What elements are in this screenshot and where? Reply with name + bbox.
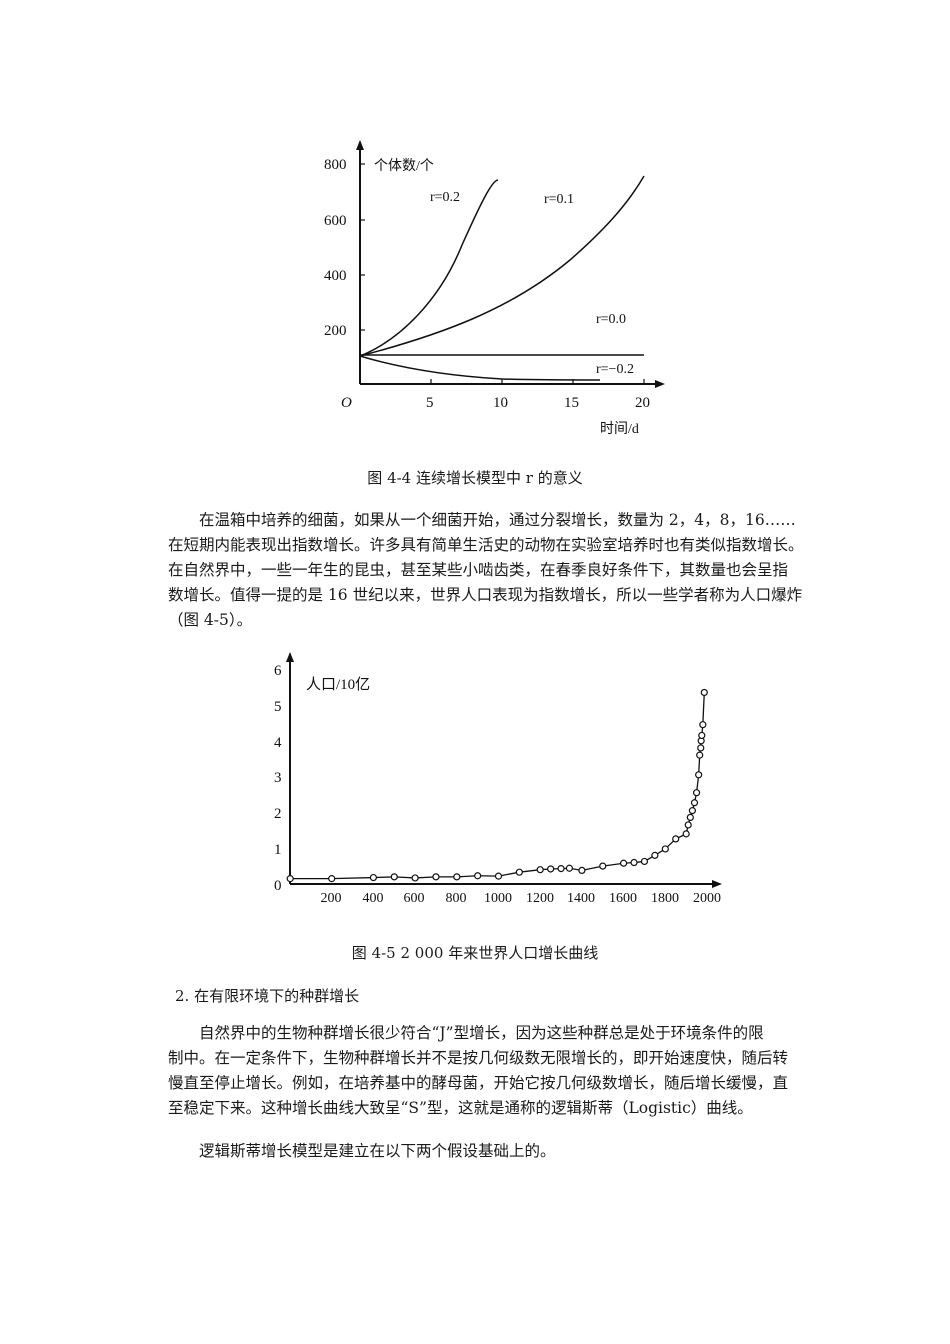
x-tick: 1200 <box>526 891 554 906</box>
x-tick: 1600 <box>609 891 637 906</box>
y-tick: 6 <box>274 663 282 679</box>
text-line: 慢直至停止增长。例如，在培养基中的酵母菌，开始它按几何级数增长，随后增长缓慢，直 <box>168 1074 789 1092</box>
y-tick: 400 <box>324 268 347 284</box>
population-series <box>286 688 708 883</box>
curve-label: r=0.2 <box>430 190 460 205</box>
figure-4-5-caption: 图 4-5 2 000 年来世界人口增长曲线 <box>351 944 599 962</box>
data-point <box>453 873 461 881</box>
data-point <box>684 821 692 829</box>
y-tick: 5 <box>274 699 282 715</box>
curve-r-neg0.2 <box>359 355 601 381</box>
x-tick: 15 <box>564 395 579 411</box>
text-line: 逻辑斯蒂增长模型是建立在以下两个假设基础上的。 <box>168 1142 556 1160</box>
data-point <box>620 859 628 867</box>
curve-label: r=−0.2 <box>596 362 634 377</box>
x-tick: 800 <box>446 891 467 906</box>
data-point <box>286 875 294 883</box>
paragraph-exponential-growth: 在温箱中培养的细菌，如果从一个细菌开始，通过分裂增长，数量为 2，4，8，16…… <box>168 508 828 633</box>
text-line: 制中。在一定条件下，生物种群增长并不是按几何级数无限增长的，即开始速度快，随后转 <box>168 1049 789 1067</box>
data-point <box>640 857 649 866</box>
text-line: 在自然界中，一些一年生的昆虫，甚至某些小啮齿类，在春季良好条件下，其数量也会呈指 <box>168 561 789 579</box>
curve-r-0.1 <box>359 175 645 357</box>
data-point <box>390 873 398 881</box>
curve-label: r=0.0 <box>596 312 626 327</box>
y-tick: 600 <box>324 213 347 229</box>
data-point <box>557 865 565 873</box>
figure-4-5-chart: 0 1 2 3 4 5 6 人口/10亿 200 400 600 800 100… <box>274 652 722 906</box>
y-tick: 2 <box>274 806 282 822</box>
text-line: 数增长。值得一提的是 16 世纪以来，世界人口表现为指数增长，所以一些学者称为人… <box>168 586 803 604</box>
y-axis-label: 个体数/个 <box>374 158 434 174</box>
data-point <box>672 835 680 843</box>
y-tick: 200 <box>324 323 347 339</box>
x-tick: 20 <box>635 395 650 411</box>
data-point <box>578 866 586 874</box>
curve-label: r=0.1 <box>544 192 574 207</box>
data-point <box>369 873 378 882</box>
y-tick: 3 <box>274 770 282 786</box>
data-point <box>699 721 707 729</box>
y-axis-label: 人口/10亿 <box>306 676 370 693</box>
data-point <box>698 731 706 740</box>
text-line: 在温箱中培养的细菌，如果从一个细菌开始，通过分裂增长，数量为 2，4，8，16…… <box>168 511 796 529</box>
data-point <box>599 862 607 870</box>
curve-r-0.2 <box>359 179 499 357</box>
origin-label: O <box>341 395 352 411</box>
data-point <box>690 799 699 807</box>
x-tick: 5 <box>426 395 434 411</box>
figure-4-4-chart: 200 400 600 800 5 10 15 20 O 个体数/个 时间/d … <box>324 140 665 437</box>
data-point <box>328 875 336 883</box>
x-tick: 1400 <box>567 891 595 906</box>
data-point <box>697 744 705 752</box>
x-tick: 200 <box>321 891 342 906</box>
figure-4-4-caption: 图 4-4 连续增长模型中 r 的意义 <box>367 469 583 487</box>
x-tick: 10 <box>493 395 508 411</box>
y-tick: 0 <box>274 878 282 894</box>
y-tick: 800 <box>324 157 347 173</box>
data-point <box>686 813 694 822</box>
data-point <box>651 851 659 859</box>
text-line: （图 4-5）。 <box>168 611 253 629</box>
data-point <box>411 874 419 882</box>
data-point <box>688 807 697 815</box>
x-axis-label: 时间/d <box>600 421 639 437</box>
data-point <box>696 751 704 759</box>
text-line: 至稳定下来。这种增长曲线大致呈“S”型，这就是通称的逻辑斯蒂（Logistic）… <box>168 1099 753 1117</box>
x-tick: 2000 <box>693 891 721 906</box>
data-point <box>695 771 703 779</box>
x-tick: 1000 <box>484 891 512 906</box>
text-line: 在短期内能表现出指数增长。许多具有简单生活史的动物在实验室培养时也有类似指数增长… <box>168 536 804 554</box>
data-point <box>515 868 523 876</box>
paragraph-logistic-assumptions: 逻辑斯蒂增长模型是建立在以下两个假设基础上的。 <box>168 1139 828 1164</box>
y-tick: 1 <box>274 842 282 858</box>
x-tick: 400 <box>363 891 384 906</box>
x-tick: 1800 <box>651 891 679 906</box>
data-point <box>474 872 482 880</box>
y-tick: 4 <box>274 735 282 751</box>
data-point <box>536 866 544 874</box>
data-point <box>682 830 690 838</box>
data-point <box>692 789 701 797</box>
data-point <box>661 845 669 853</box>
data-point <box>700 688 708 697</box>
data-point <box>494 872 503 880</box>
data-point <box>630 858 638 867</box>
text-line: 自然界中的生物种群增长很少符合“J”型增长，因为这些种群总是处于环境条件的限 <box>168 1024 764 1042</box>
data-point <box>432 873 440 881</box>
x-tick: 600 <box>404 891 425 906</box>
data-point <box>547 865 555 873</box>
section-heading: 2. 在有限环境下的种群增长 <box>175 987 360 1005</box>
paragraph-logistic-intro: 自然界中的生物种群增长很少符合“J”型增长，因为这些种群总是处于环境条件的限 制… <box>168 1021 828 1121</box>
data-point <box>565 864 573 872</box>
